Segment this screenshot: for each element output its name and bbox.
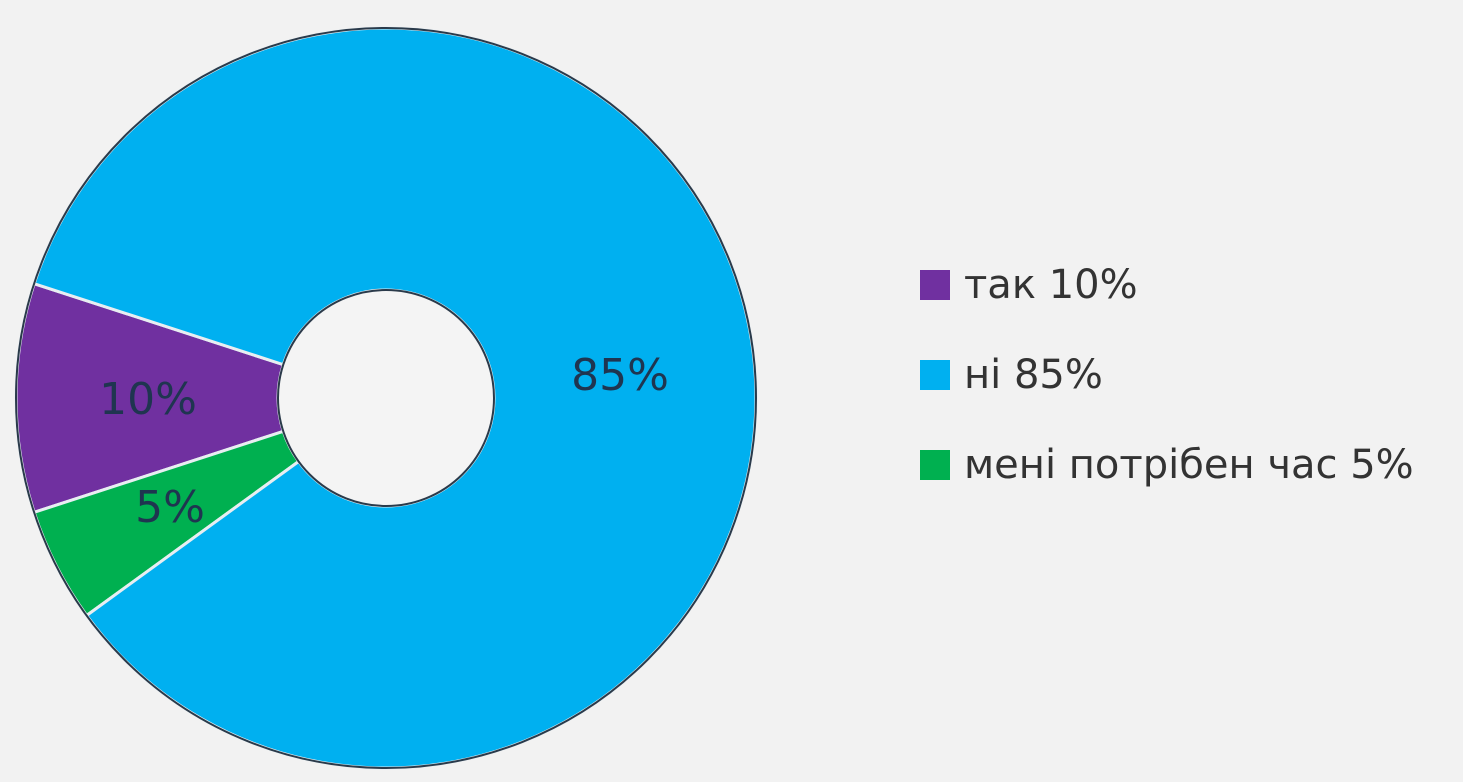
- legend: так 10% ні 85% мені потрібен час 5%: [920, 240, 1414, 510]
- donut-slices: [14, 26, 758, 770]
- legend-item-chas: мені потрібен час 5%: [920, 420, 1414, 510]
- slice-labels: 10% 85% 5%: [99, 350, 669, 533]
- slice-label-tak: 10%: [99, 374, 197, 425]
- legend-swatch-ni: [920, 360, 950, 390]
- slice-label-chas: 5%: [135, 482, 205, 533]
- slice-label-ni: 85%: [571, 350, 669, 401]
- donut-chart: 10% 85% 5%: [14, 26, 758, 770]
- legend-item-tak: так 10%: [920, 240, 1414, 330]
- donut-hole: [277, 289, 495, 507]
- legend-item-ni: ні 85%: [920, 330, 1414, 420]
- legend-label-ni: ні 85%: [964, 352, 1103, 398]
- legend-label-tak: так 10%: [964, 262, 1138, 308]
- legend-label-chas: мені потрібен час 5%: [964, 442, 1414, 488]
- donut-outer-rim: [15, 27, 757, 769]
- legend-swatch-chas: [920, 450, 950, 480]
- legend-swatch-tak: [920, 270, 950, 300]
